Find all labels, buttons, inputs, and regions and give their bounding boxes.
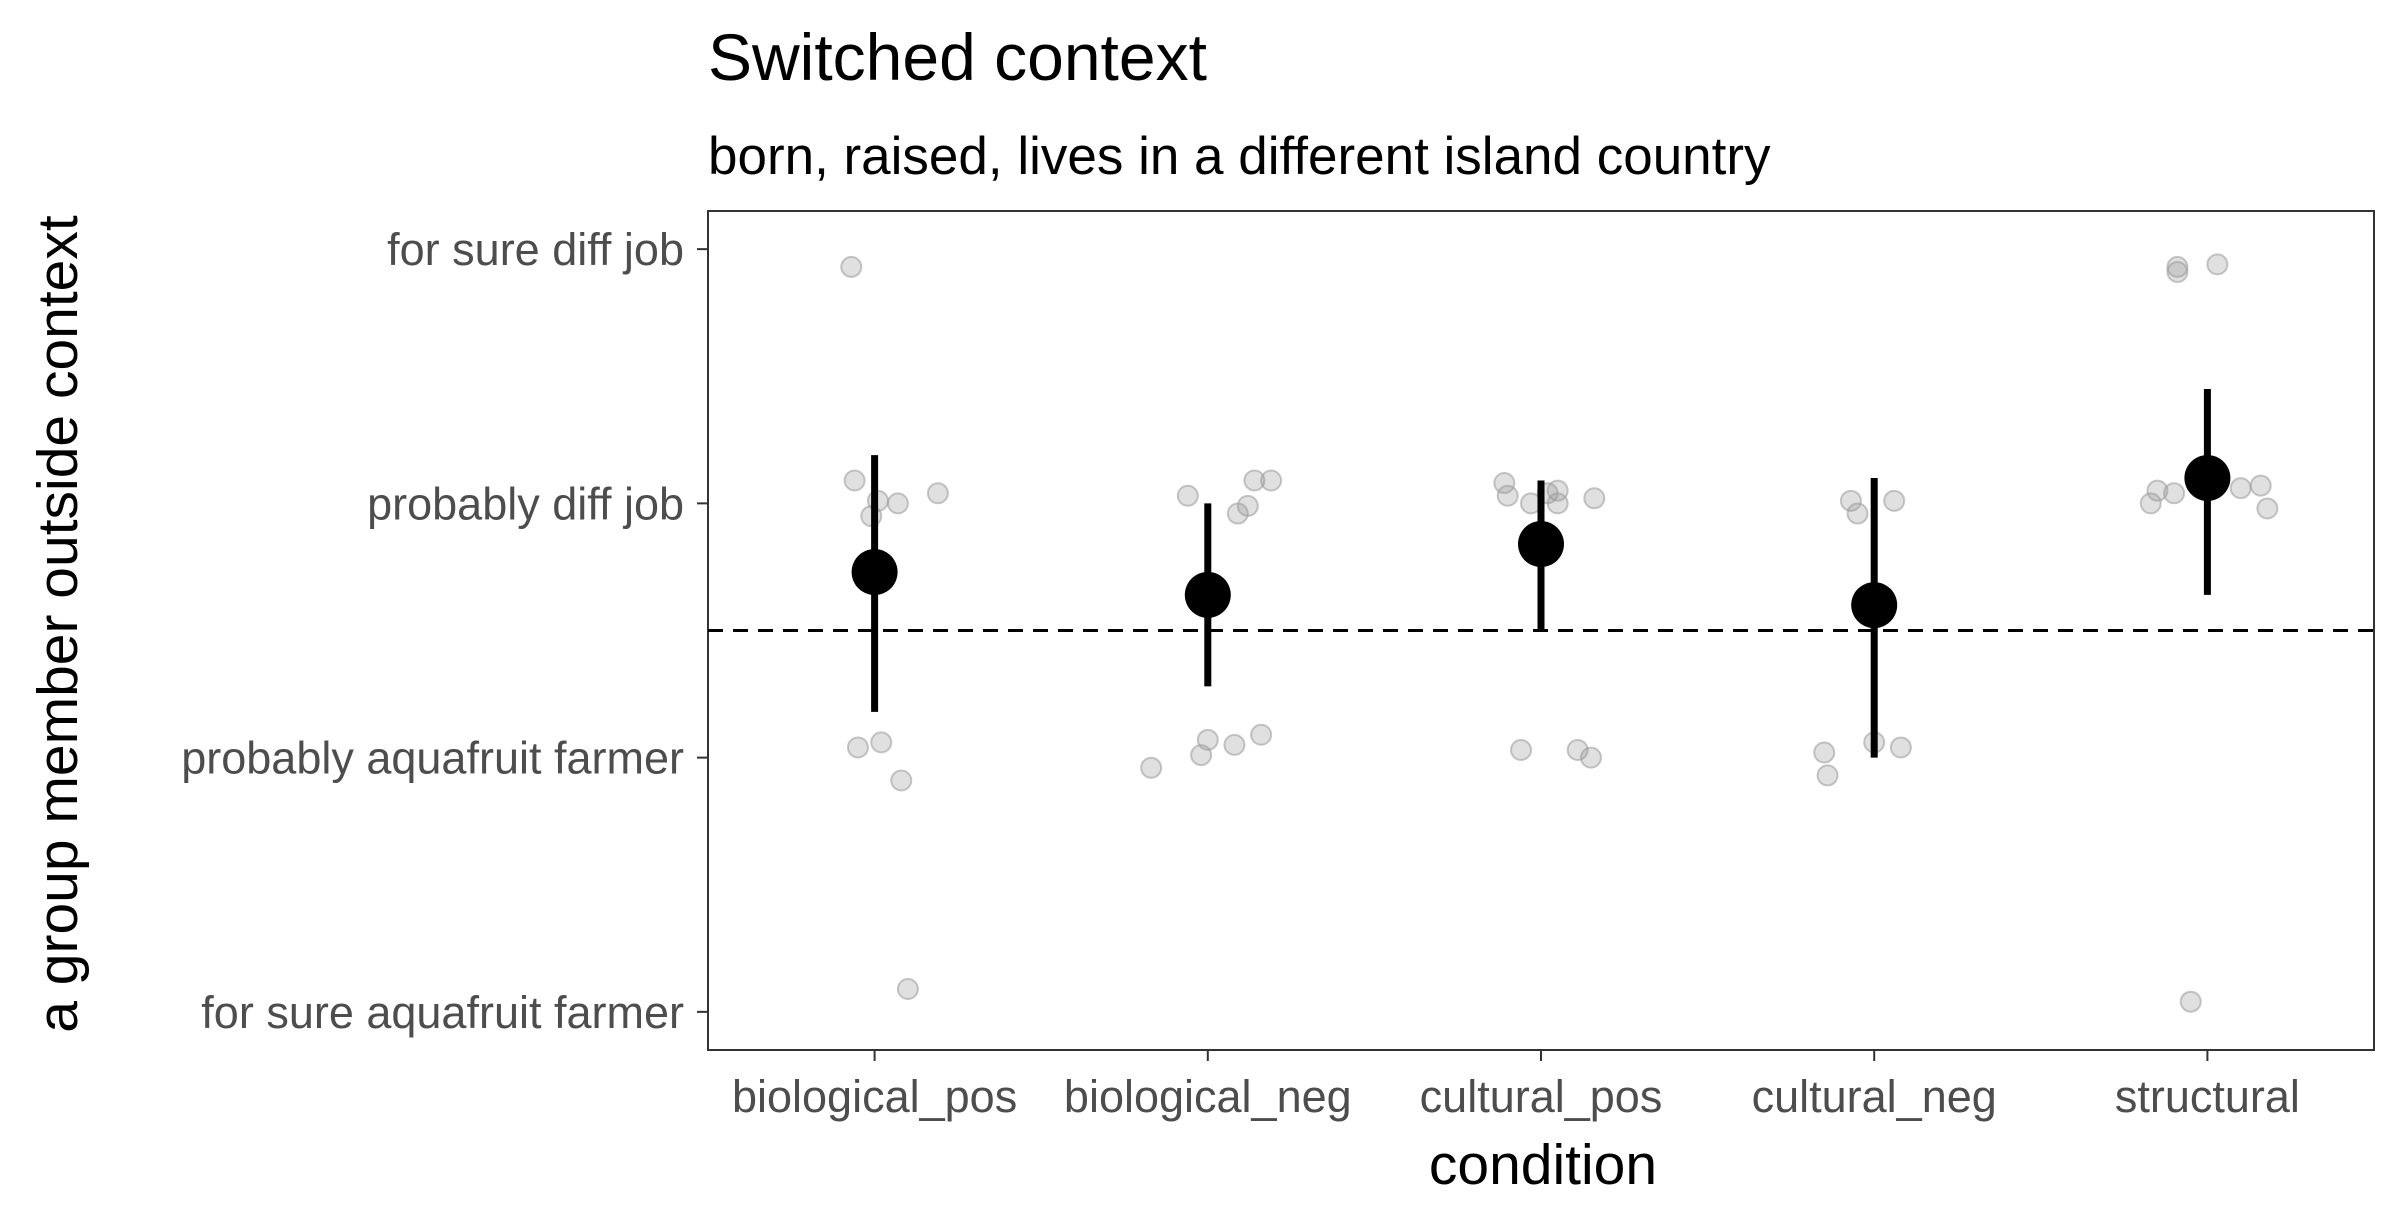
data-point bbox=[2206, 253, 2229, 276]
x-tick-label: cultural_pos bbox=[1420, 1071, 1663, 1122]
data-point bbox=[1496, 484, 1519, 507]
plot-area bbox=[707, 210, 2375, 1051]
data-point bbox=[2249, 474, 2272, 497]
data-point bbox=[1196, 728, 1219, 751]
data-point bbox=[886, 492, 909, 515]
data-point bbox=[2166, 261, 2189, 284]
data-point bbox=[1236, 494, 1259, 517]
data-point bbox=[2146, 479, 2169, 502]
data-point bbox=[1260, 469, 1283, 492]
data-point bbox=[846, 736, 869, 759]
x-tick-label: cultural_neg bbox=[1752, 1071, 1997, 1122]
data-point bbox=[1243, 469, 1266, 492]
data-point bbox=[890, 769, 913, 792]
data-point bbox=[1566, 738, 1589, 761]
data-point bbox=[1813, 741, 1836, 764]
chart-title: Switched context bbox=[708, 20, 1207, 94]
data-point bbox=[1889, 736, 1912, 759]
data-point bbox=[1176, 484, 1199, 507]
data-point bbox=[2166, 255, 2189, 278]
jitter-points bbox=[840, 253, 2279, 1013]
data-point bbox=[1140, 756, 1163, 779]
y-axis-labels: for sure aquafruit farmer probably aquafr… bbox=[181, 224, 684, 1038]
mean-point bbox=[1184, 571, 1231, 618]
mean-points bbox=[851, 454, 2231, 629]
data-point bbox=[1546, 492, 1569, 515]
x-tick-label: biological_pos bbox=[732, 1071, 1017, 1122]
mean-point bbox=[2184, 454, 2231, 501]
data-point bbox=[1510, 738, 1533, 761]
data-point bbox=[896, 977, 919, 1000]
data-point bbox=[2229, 477, 2252, 500]
data-point bbox=[1493, 472, 1516, 495]
data-point bbox=[1583, 487, 1606, 510]
y-tick-label: for sure aquafruit farmer bbox=[201, 987, 684, 1038]
y-tick-label: probably aquafruit farmer bbox=[181, 733, 684, 784]
data-point bbox=[926, 482, 949, 505]
data-point bbox=[2256, 497, 2279, 520]
y-tick-label: probably diff job bbox=[367, 478, 684, 529]
error-bars bbox=[871, 388, 2211, 758]
data-point bbox=[1816, 764, 1839, 787]
data-point bbox=[1250, 723, 1273, 746]
data-point bbox=[870, 731, 893, 754]
data-point bbox=[2163, 482, 2186, 505]
x-axis-labels: biological_pos biological_neg cultural_pos… bbox=[732, 1071, 2300, 1122]
x-tick-label: structural bbox=[2115, 1071, 2300, 1122]
y-axis-title: a group member outside context bbox=[26, 215, 90, 1033]
data-point bbox=[840, 255, 863, 278]
data-point bbox=[1839, 489, 1862, 512]
data-point bbox=[2139, 492, 2162, 515]
x-axis-ticks bbox=[873, 1050, 2209, 1061]
mean-point bbox=[1851, 582, 1898, 629]
chart-subtitle: born, raised, lives in a different islan… bbox=[708, 127, 1771, 186]
data-point bbox=[1883, 489, 1906, 512]
x-tick-label: biological_neg bbox=[1064, 1071, 1352, 1122]
y-tick-label: for sure diff job bbox=[387, 224, 684, 275]
data-point bbox=[2179, 990, 2202, 1013]
data-point bbox=[843, 469, 866, 492]
data-point bbox=[1223, 733, 1246, 756]
data-point bbox=[1846, 502, 1869, 525]
data-point bbox=[1579, 746, 1602, 769]
x-axis-title: condition bbox=[1429, 1133, 1657, 1197]
mean-point bbox=[1518, 521, 1564, 568]
y-axis-ticks bbox=[697, 248, 708, 1013]
mean-point bbox=[851, 549, 898, 596]
